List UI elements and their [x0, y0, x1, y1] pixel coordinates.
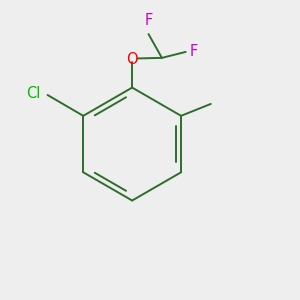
Text: F: F: [144, 13, 153, 28]
Text: O: O: [126, 52, 138, 67]
Text: Cl: Cl: [26, 86, 40, 101]
Text: F: F: [190, 44, 198, 59]
